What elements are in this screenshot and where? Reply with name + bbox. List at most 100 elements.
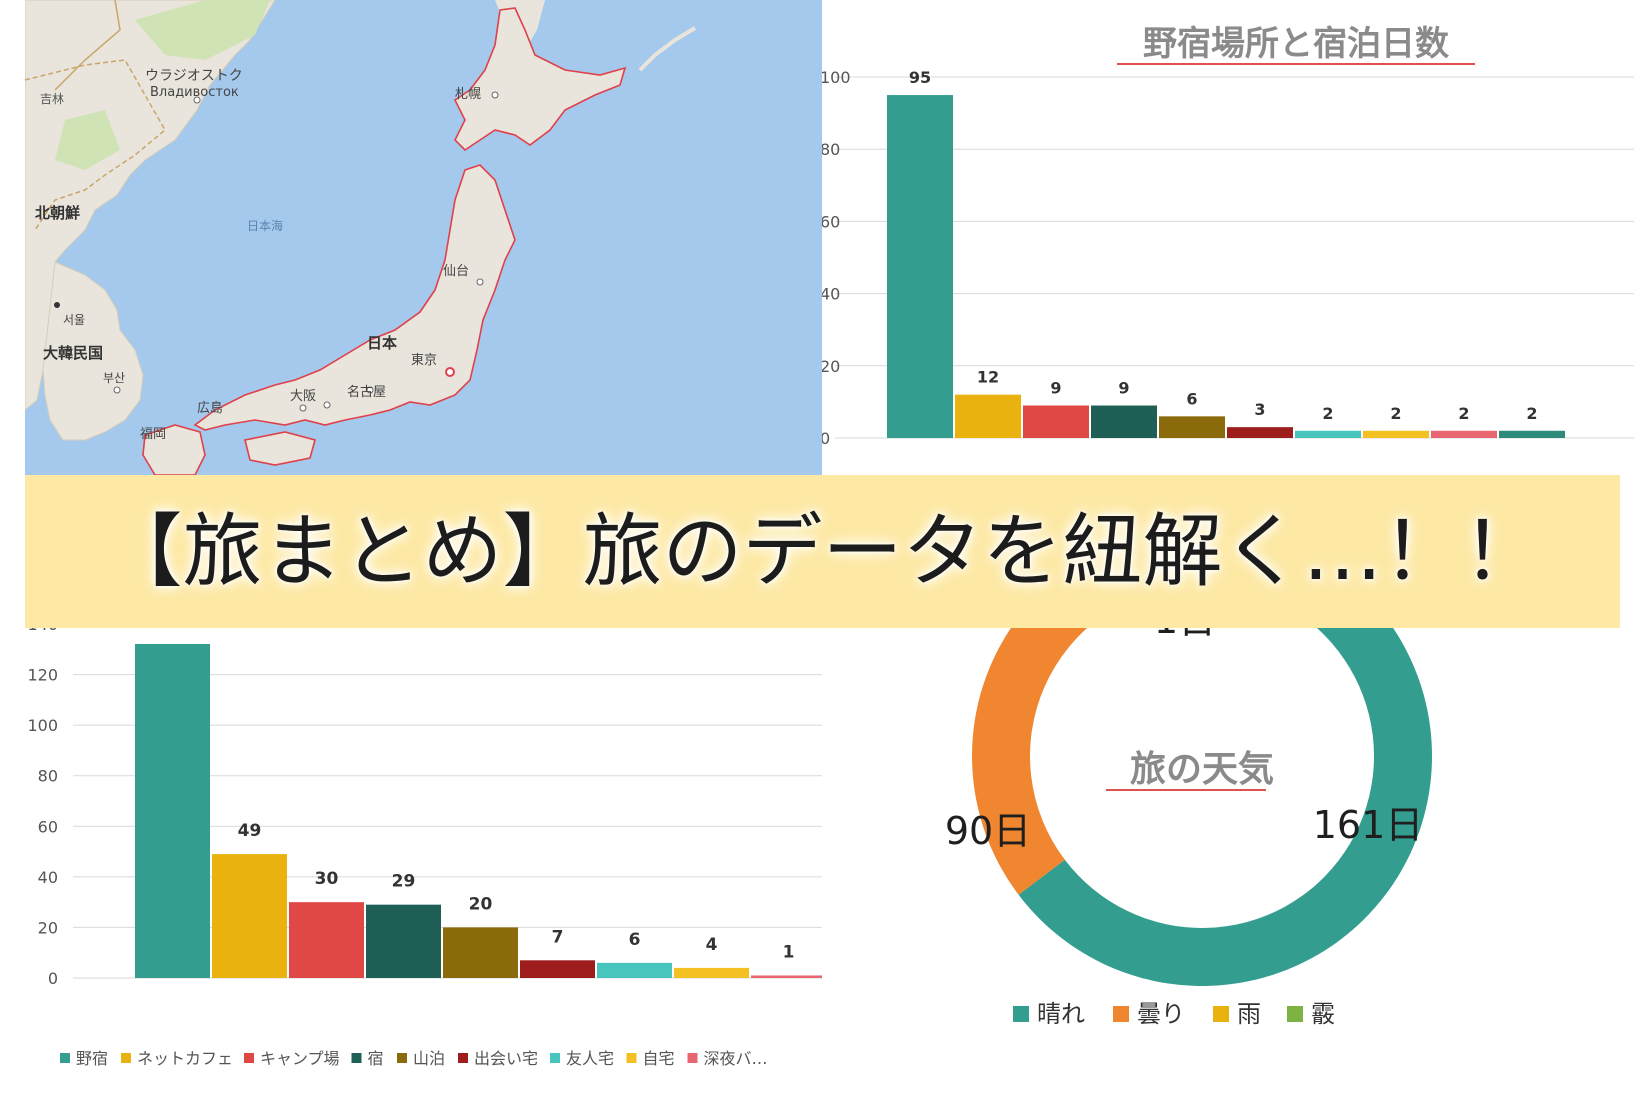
chart1-bar [955,394,1021,438]
chart2-ytick: 40 [38,868,58,887]
chart2-ytick: 120 [27,666,58,685]
chart2-ytick: 60 [38,817,58,836]
chart1-data-label: 12 [977,368,999,387]
chart1-data-label: 3 [1254,400,1265,419]
map-city-dot [299,404,307,412]
map-city-dot [491,91,499,99]
map-label-vladivostok: ウラジオストク [145,68,243,84]
chart3-data-label: 90日 [945,809,1031,853]
chart2-bar [289,902,364,978]
map-label-busan: 부산 [103,371,125,385]
map-city-dot [54,302,60,308]
chart1-bar [1363,430,1429,438]
chart2-legend-swatch [351,1053,362,1063]
chart-top-right: 野宿場所と宿泊日数 0 20 40 60 80 100 95 12 9 9 6 3 2 2 2 2 [820,0,1634,475]
chart2-legend: 野宿 ネットカフェ キャンプ場 宿 山泊 出会い宅 友人宅 自宅 深夜バ… [60,1049,768,1068]
chart2-legend-swatch [60,1053,70,1063]
map-city-dot [193,96,201,104]
chart2-bar [520,960,595,978]
chart2-legend-label: ネットカフェ [137,1049,233,1068]
chart2-legend-swatch [397,1053,407,1063]
chart2-legend-swatch [687,1053,698,1063]
chart3-legend-label: 雨 [1237,1000,1261,1028]
map-korea [42,261,144,441]
map-label-sapporo: 札幌 [455,86,481,102]
map-label-tokyo: 東京 [411,352,437,368]
map-city-dot [445,367,455,377]
chart2-ytick: 0 [48,969,58,988]
map-label-fukuoka: 福岡 [140,427,166,442]
chart3-legend-swatch [1213,1006,1229,1022]
chart1-bar [1431,430,1497,438]
map-border-2 [54,0,121,91]
map-label-japan: 日本 [367,334,397,352]
map-city-dot [113,386,121,394]
chart3-title: 旅の天気 [1130,749,1274,790]
map-label-vladivostok-ru: Владивосток [150,85,239,100]
map-shikoku [244,431,316,466]
map-city-dot [476,278,484,286]
chart3-legend: 晴れ 曇り 雨 霰 [1013,1000,1335,1028]
map-label-sendai: 仙台 [443,264,469,279]
chart2-ytick: 20 [38,918,58,937]
chart1-data-label: 6 [1186,389,1197,408]
map-label-sea-of-japan: 日本海 [247,218,283,233]
chart1-data-label: 2 [1458,404,1469,423]
chart1-ytick: 100 [822,68,851,87]
chart3-legend-swatch [1287,1006,1303,1022]
chart3-slice [1018,533,1432,986]
chart1-bar [1023,405,1089,438]
chart-weather-donut: 旅の天気 161日 90日 1日 晴れ 曇り 雨 霰 [940,526,1634,1092]
chart2-data-label: 1 [783,942,795,962]
chart1-title: 野宿場所と宿泊日数 [1143,24,1449,64]
chart1-ytick: 60 [822,212,840,231]
chart1-bar [1499,430,1565,438]
chart2-data-label: 20 [469,894,493,914]
map-city-dot [323,401,331,409]
chart2-legend-swatch [121,1053,131,1063]
chart2-bar [751,975,822,978]
chart2-legend-swatch [244,1053,254,1063]
chart2-legend-label: 友人宅 [566,1049,614,1068]
chart1-bar [1091,405,1157,438]
chart-bottom-left: 0 20 40 60 80 100 120 140 49 30 29 20 7 6 4 1 野宿 ネットカフェ… [0,615,840,1092]
chart2-bar [674,967,749,978]
chart2-legend-label: 宿 [368,1049,384,1068]
map-kuril [638,26,697,72]
chart1-bar [1227,427,1293,438]
chart1-bar [887,95,953,439]
map-label-south-korea: 大韓民国 [43,344,103,362]
map-hokkaido [453,7,627,152]
chart2-ytick: 140 [27,628,58,634]
chart1-data-label: 2 [1322,404,1333,423]
chart2-legend-label: 深夜バ… [704,1049,768,1068]
map-label-nagoya: 名古屋 [347,384,386,400]
chart2-bar [597,962,672,978]
chart3-data-label: 161日 [1313,803,1424,847]
chart3-legend-swatch [1013,1006,1029,1022]
chart1-bar [1295,430,1361,438]
chart2-bar [366,904,441,978]
map-border [25,59,166,231]
chart2-bar [135,644,210,978]
map-label-jilin: 吉林 [40,92,64,106]
map-label-osaka: 大阪 [290,389,316,404]
chart1-data-label: 95 [909,68,931,87]
chart2-legend-label: 出会い宅 [474,1049,538,1068]
chart1-ytick: 40 [822,285,840,304]
japan-map[interactable]: ウラジオストク Владивосток 吉林 北朝鮮 日本海 서울 大韓民国 부… [25,0,822,475]
chart2-data-label: 30 [315,869,339,889]
chart2-legend-swatch [626,1053,637,1063]
chart2-data-label: 7 [552,927,564,947]
chart2-data-label: 29 [392,872,416,892]
map-green-area-2 [55,110,120,170]
chart2-ytick: 100 [27,716,58,735]
map-city-dot [366,386,374,394]
map-honshu [193,164,516,431]
chart2-bar [443,927,518,978]
chart2-legend-swatch [458,1053,468,1063]
banner-title: 【旅まとめ】旅のデータを紐解く…！！ [102,505,1543,598]
chart2-legend-label: 野宿 [76,1049,108,1068]
chart2-data-label: 6 [629,930,641,950]
chart2-data-label: 4 [706,935,718,955]
